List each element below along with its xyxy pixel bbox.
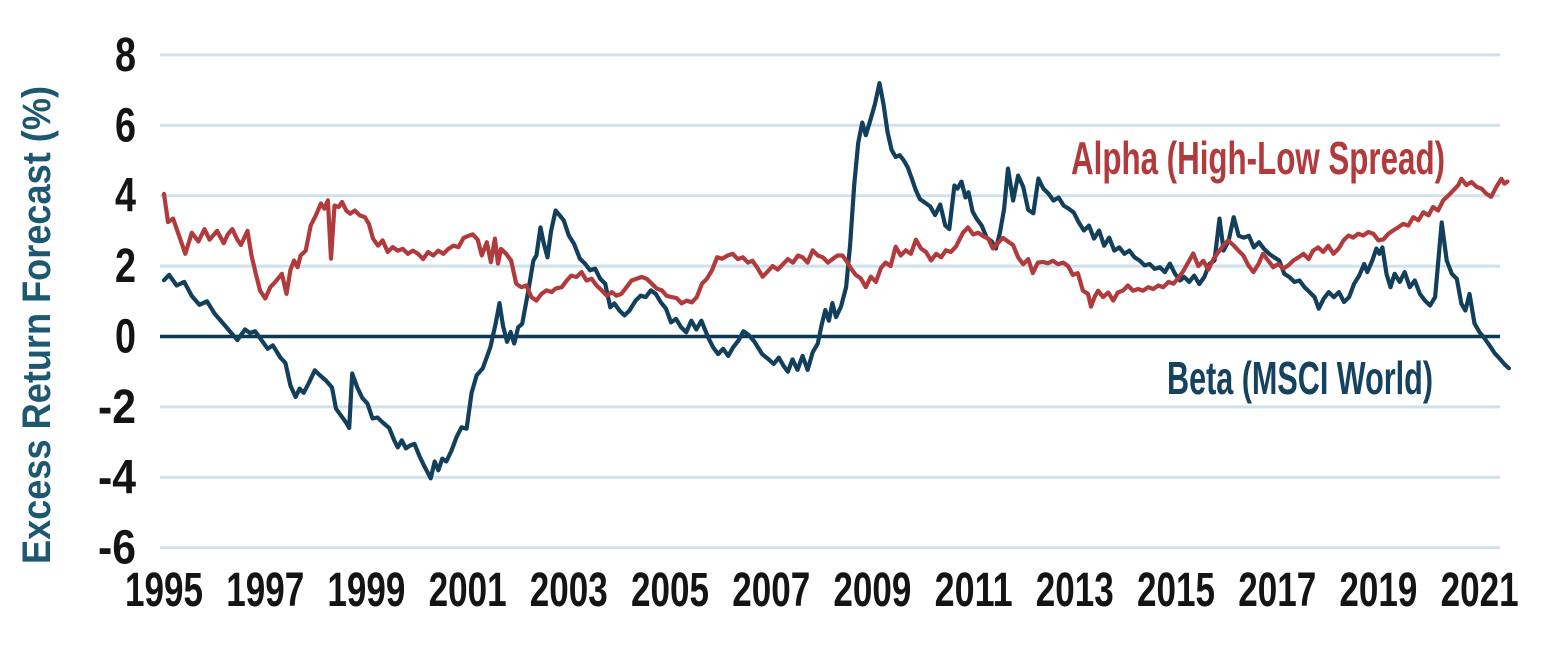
- y-tick-8: 8: [115, 29, 136, 82]
- x-tick-2001: 2001: [429, 564, 507, 617]
- x-tick-2015: 2015: [1137, 564, 1215, 617]
- y-tick-0: 0: [115, 311, 136, 364]
- x-tick-2007: 2007: [732, 564, 810, 617]
- alpha-series-label: Alpha (High-Low Spread): [1071, 132, 1445, 184]
- x-tick-2021: 2021: [1441, 564, 1519, 617]
- x-tick-2005: 2005: [631, 564, 709, 617]
- y-tick-6: 6: [115, 99, 136, 152]
- series-lines: [161, 81, 1511, 481]
- y-tick--4: -4: [98, 451, 136, 504]
- x-tick-2003: 2003: [530, 564, 608, 617]
- beta-series-label: Beta (MSCI World): [1167, 352, 1433, 404]
- x-tick-2009: 2009: [833, 564, 911, 617]
- x-tick-2019: 2019: [1339, 564, 1417, 617]
- x-tick-1995: 1995: [125, 564, 203, 617]
- y-axis-tick-labels: 8 6 4 2 0 -2 -4 -6: [98, 29, 136, 575]
- y-tick-4: 4: [115, 170, 136, 223]
- x-tick-2013: 2013: [1036, 564, 1114, 617]
- alpha-line: [161, 176, 1510, 309]
- x-tick-1999: 1999: [327, 564, 405, 617]
- gridlines: [160, 53, 1500, 550]
- y-tick--2: -2: [98, 381, 136, 434]
- x-tick-2011: 2011: [935, 564, 1013, 617]
- x-tick-2017: 2017: [1238, 564, 1316, 617]
- y-axis-label: Excess Return Forecast (%): [15, 86, 59, 564]
- y-tick-2: 2: [115, 240, 136, 293]
- x-tick-1997: 1997: [226, 564, 304, 617]
- x-axis-tick-labels: 1995 1997 1999 2001 2003 2005 2007 2009 2011 2013…: [125, 564, 1519, 617]
- y-tick--6: -6: [98, 522, 136, 575]
- beta-line: [161, 81, 1511, 481]
